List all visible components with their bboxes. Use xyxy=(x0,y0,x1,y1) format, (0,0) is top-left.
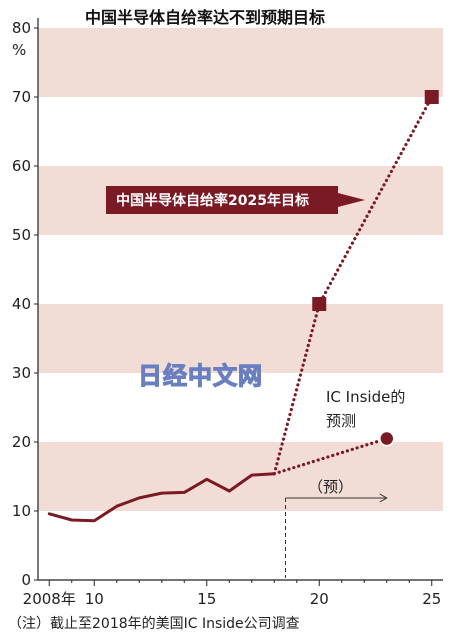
chart-title: 中国半导体自给率达不到预期目标 xyxy=(85,8,325,27)
target-callout-box xyxy=(106,186,365,214)
y-tick-80: 80 xyxy=(12,19,31,37)
series-line-2 xyxy=(272,437,389,476)
forecast-arrow-head xyxy=(379,493,388,503)
target-callout: 中国半导体自给率2025年目标 xyxy=(106,186,365,214)
background-bands xyxy=(38,28,443,511)
forecast-marker-2023 xyxy=(379,430,395,447)
target-marker-2020 xyxy=(312,297,327,311)
series-line-1 xyxy=(272,95,434,476)
forecast-label: （预） xyxy=(308,478,353,496)
x-tick-2025: 25 xyxy=(422,590,441,608)
x-tick-2020: 20 xyxy=(310,590,329,608)
y-axis-unit: % xyxy=(12,41,26,59)
series-markers xyxy=(312,90,439,447)
band-3 xyxy=(38,28,443,97)
target-marker-2025 xyxy=(424,90,439,104)
annotations xyxy=(285,493,388,578)
series-line-0 xyxy=(47,472,276,523)
y-tick-0: 0 xyxy=(21,571,31,589)
y-tick-20: 20 xyxy=(12,433,31,451)
target-callout-label: 中国半导体自给率2025年目标 xyxy=(116,192,309,209)
footnote: （注）截止至2018年的美国IC Inside公司调查 xyxy=(8,616,300,632)
y-tick-60: 60 xyxy=(12,157,31,175)
band-1 xyxy=(38,304,443,373)
y-tick-30: 30 xyxy=(12,364,31,382)
y-tick-40: 40 xyxy=(12,295,31,313)
ic-inside-label-line2: 预测 xyxy=(326,412,356,430)
y-tick-10: 10 xyxy=(12,502,31,520)
y-tick-labels: 0 10 20 30 40 50 60 70 80 xyxy=(12,19,31,589)
watermark: 日经中文网 xyxy=(138,362,263,390)
x-tick-2015: 15 xyxy=(197,590,216,608)
y-tick-70: 70 xyxy=(12,88,31,106)
y-tick-50: 50 xyxy=(12,226,31,244)
x-tick-2010: 10 xyxy=(85,590,104,608)
x-tick-labels: 2008年 10 15 20 25 xyxy=(23,590,442,608)
axes xyxy=(34,18,443,586)
ic-inside-label-line1: IC Inside的 xyxy=(326,388,405,406)
series-lines xyxy=(47,95,434,523)
x-tick-2008: 2008年 xyxy=(23,590,76,608)
band-0 xyxy=(38,442,443,511)
